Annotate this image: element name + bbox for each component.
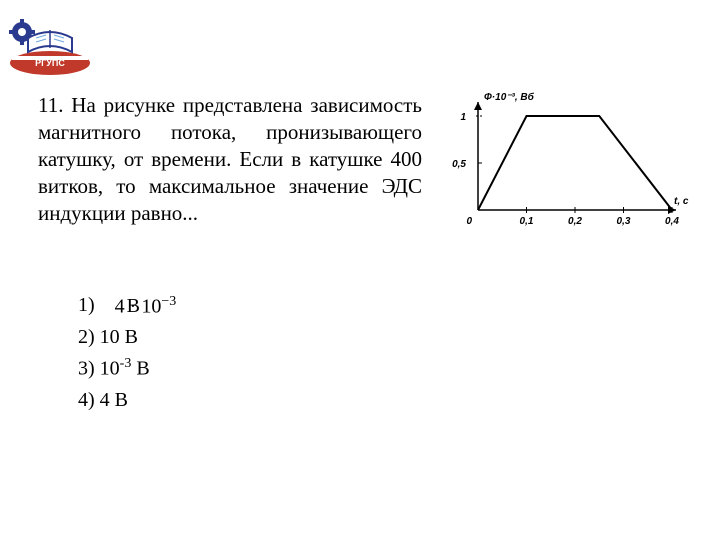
answer-2: 2) 10 В: [78, 322, 690, 353]
svg-text:1: 1: [460, 112, 466, 123]
svg-text:t, с: t, с: [674, 196, 689, 207]
problem-text: 11. На рисунке представлена зависимость …: [38, 92, 422, 226]
svg-text:0,2: 0,2: [568, 216, 582, 227]
problem-number: 11.: [38, 93, 63, 117]
svg-text:0,5: 0,5: [452, 159, 466, 170]
answers-list: 1) 4 · 10−3 В 2) 10 В 3) 10-3 В 4) 4 В: [78, 290, 690, 416]
svg-text:0,3: 0,3: [617, 216, 631, 227]
problem-body: На рисунке представлена зависимость магн…: [38, 93, 422, 225]
logo: РГУПС: [8, 8, 98, 78]
svg-text:РГУПС: РГУПС: [35, 58, 65, 68]
svg-text:0,1: 0,1: [520, 216, 534, 227]
answer-1: 1) 4 · 10−3 В: [78, 290, 690, 322]
problem-block: 11. На рисунке представлена зависимость …: [38, 92, 690, 416]
answer-3: 3) 10-3 В: [78, 353, 690, 385]
svg-text:0,4: 0,4: [665, 216, 679, 227]
svg-text:Ф·10⁻³, Вб: Ф·10⁻³, Вб: [484, 92, 535, 103]
svg-text:0: 0: [466, 216, 472, 227]
flux-chart: Ф·10⁻³, Вб t, с 1 0,5 0 0,1 0,2 0,3 0,4: [440, 92, 690, 242]
answer-4: 4) 4 В: [78, 385, 690, 416]
